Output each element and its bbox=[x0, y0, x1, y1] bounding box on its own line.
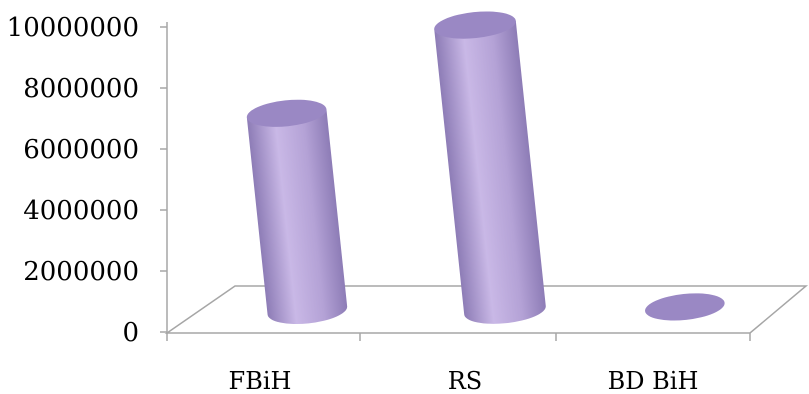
x-category-label: FBiH bbox=[229, 367, 292, 394]
label-layer: 0 2000000 4000000 6000000 8000000 10000000 FBi… bbox=[7, 13, 699, 394]
y-tick-label: 4000000 bbox=[23, 196, 139, 226]
axis-layer bbox=[160, 22, 809, 341]
bar-fbih bbox=[246, 99, 348, 325]
bar-bd-bih bbox=[645, 293, 725, 321]
y-tick-label: 0 bbox=[122, 318, 139, 348]
y-tick-label: 8000000 bbox=[23, 74, 139, 104]
bar-top bbox=[246, 99, 327, 127]
bar-top bbox=[645, 293, 725, 321]
bar-layer bbox=[246, 11, 725, 325]
y-tick-label: 2000000 bbox=[23, 257, 139, 287]
bar-body bbox=[434, 20, 546, 324]
x-category-label: RS bbox=[448, 367, 483, 394]
bar-body bbox=[246, 109, 348, 325]
x-category-label: BD BiH bbox=[608, 367, 699, 394]
bar-rs bbox=[434, 11, 546, 324]
y-tick-label: 10000000 bbox=[7, 13, 139, 43]
y-tick-label: 6000000 bbox=[23, 135, 139, 165]
bar-top bbox=[434, 11, 516, 39]
